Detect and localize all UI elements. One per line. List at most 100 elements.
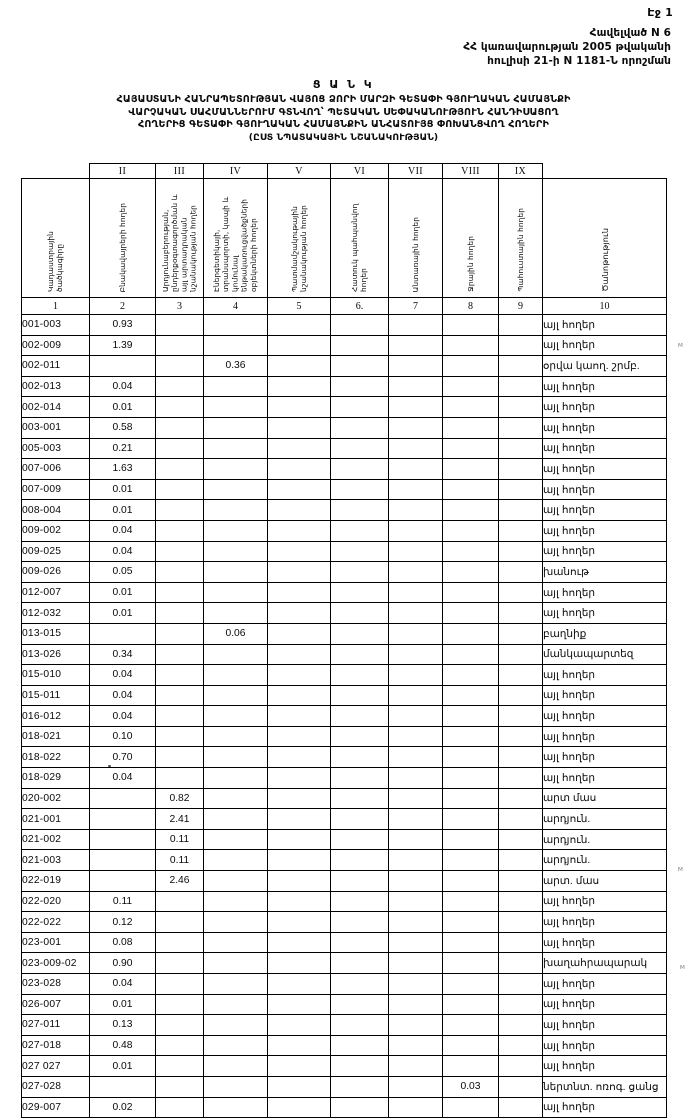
cell-value-col-6 (330, 787, 389, 810)
colnum-10: 10 (542, 297, 667, 315)
cell-value-col-6 (330, 705, 389, 727)
header-cultural-lands: Պատմամշակութային նշանակության հողեր (267, 178, 331, 298)
cell-value-col-3 (155, 355, 204, 377)
cell-note: արդյուն. (542, 849, 667, 872)
cell-value-col-5 (267, 1075, 331, 1098)
cell-value-col-6 (330, 931, 389, 954)
cell-value-col-9 (498, 828, 543, 851)
cell-cadastral-code: 009-002 (21, 519, 90, 542)
cell-value-col-4 (203, 973, 268, 995)
title-subtitle: (ԸՍՏ ՆՊԱՏԱԿԱՅԻՆ ՆՇԱՆԱԿՈՒԹՅԱՆ) (248, 131, 439, 143)
cell-value-col-9 (498, 1075, 543, 1098)
cell-value-col-8 (442, 519, 499, 542)
cell-value-col-8 (442, 746, 499, 769)
cell-value-col-7 (388, 705, 443, 727)
annex-line-3: հուլիսի 21-ի N 1181-Ն որոշման (487, 55, 671, 67)
cell-note: այլ հողեր (542, 911, 667, 933)
roman-col-9: IX (498, 163, 543, 179)
cell-value-col-8 (442, 725, 499, 748)
cell-value-col-6 (330, 1055, 389, 1077)
table-row: 012-007 0.01 այլ հողեր (21, 581, 667, 604)
colnum-6: 6. (330, 297, 389, 315)
cell-value-col-4 (203, 561, 268, 583)
cell-value-col-2 (89, 355, 156, 377)
cell-note: այլ հողեր (542, 478, 667, 501)
cell-value-col-6 (330, 478, 389, 501)
land-allocation-table: II III IV V VI VII VIII IX Կադաստրային ծ… (21, 163, 667, 1118)
cell-value-col-5 (267, 1014, 331, 1036)
table-row: 023-009-02 0.90 խաղահրապարակ (21, 952, 667, 974)
cell-value-col-2: 0.93 (89, 314, 156, 336)
cell-note: այլ հողեր (542, 519, 667, 542)
cell-value-col-2: 0.04 (89, 973, 156, 995)
cell-value-col-9 (498, 437, 543, 460)
cell-value-col-9 (498, 973, 543, 995)
table-row: 022-022 0.12 այլ հողեր (21, 911, 667, 933)
cell-value-col-2: 0.01 (89, 1055, 156, 1077)
cell-note: այլ հողեր (542, 602, 667, 624)
header-protected-lands: Հատուկ պահպանվող հողեր (330, 178, 389, 298)
cell-value-col-7 (388, 458, 443, 480)
cell-value-col-2: 0.70 (89, 746, 156, 769)
cell-value-col-5 (267, 890, 331, 913)
cell-value-col-8 (442, 931, 499, 954)
header-industrial-lands: Արդյունաբերության, ընդերքօգտագործման և ա… (155, 178, 204, 298)
cell-value-col-5 (267, 1055, 331, 1077)
cell-value-col-9 (498, 684, 543, 707)
cell-value-col-2 (89, 787, 156, 810)
cell-value-col-8 (442, 1096, 499, 1118)
cell-value-col-8: 0.03 (442, 1075, 499, 1098)
cell-value-col-3 (155, 725, 204, 748)
cell-value-col-3: 2.41 (155, 808, 204, 830)
cell-value-col-8 (442, 375, 499, 398)
cell-value-col-2: 0.48 (89, 1034, 156, 1057)
cell-value-col-5 (267, 952, 331, 974)
cell-value-col-2: 0.01 (89, 499, 156, 521)
cell-cadastral-code: 002-011 (21, 355, 90, 377)
cell-note: այլ հողեր (542, 1034, 667, 1057)
cell-value-col-2 (89, 870, 156, 892)
table-row: 007-009 0.01 այլ հողեր (21, 478, 667, 501)
cell-value-col-3 (155, 458, 204, 480)
table-row: 002-009 1.39 այլ հողեր (21, 334, 667, 357)
table-row: 002-011 0.36 օրվա կաող. շրմբ. (21, 355, 667, 377)
cell-value-col-2: 0.01 (89, 993, 156, 1016)
cell-value-col-8 (442, 705, 499, 727)
cell-value-col-8 (442, 396, 499, 418)
cell-value-col-4 (203, 767, 268, 789)
cell-note: այլ հողեր (542, 1055, 667, 1077)
cell-value-col-9 (498, 870, 543, 892)
cell-note: ներտնտ. ոռոգ. ցանց (542, 1075, 667, 1098)
cell-note: այլ հողեր (542, 437, 667, 460)
cell-value-col-3 (155, 746, 204, 769)
cell-value-col-7 (388, 725, 443, 748)
cell-value-col-4 (203, 458, 268, 480)
table-row: 027-018 0.48 այլ հողեր (21, 1034, 667, 1057)
cell-value-col-6 (330, 416, 389, 439)
table-row: 018-029 0.04 այլ հողեր (21, 767, 667, 789)
cell-value-col-9 (498, 746, 543, 769)
colnum-8: 8 (442, 297, 499, 315)
cell-value-col-5 (267, 705, 331, 727)
table-row: 027-011 0.13 այլ հողեր (21, 1014, 667, 1036)
cell-value-col-3 (155, 1034, 204, 1057)
cell-value-col-7 (388, 314, 443, 336)
cell-value-col-4 (203, 375, 268, 398)
cell-value-col-9 (498, 602, 543, 624)
cell-value-col-4 (203, 828, 268, 851)
table-row: 018-022 0.70 այլ հողեր (21, 746, 667, 769)
cell-cadastral-code: 027 027 (21, 1055, 90, 1077)
cell-value-col-7 (388, 1055, 443, 1077)
table-row: 029-007 0.02 այլ հողեր (21, 1096, 667, 1118)
cell-cadastral-code: 023-001 (21, 931, 90, 954)
table-row: 027-028 0.03 ներտնտ. ոռոգ. ցանց (21, 1075, 667, 1098)
cell-value-col-3 (155, 622, 204, 645)
cell-value-col-3 (155, 334, 204, 357)
cell-note: այլ հողեր (542, 684, 667, 707)
cell-value-col-7 (388, 622, 443, 645)
header-cadastral-code: Կադաստրային ծածկագիրը (21, 178, 90, 298)
cell-value-col-2: 0.90 (89, 952, 156, 974)
cell-value-col-9 (498, 540, 543, 563)
cell-value-col-6 (330, 911, 389, 933)
cell-value-col-3 (155, 911, 204, 933)
